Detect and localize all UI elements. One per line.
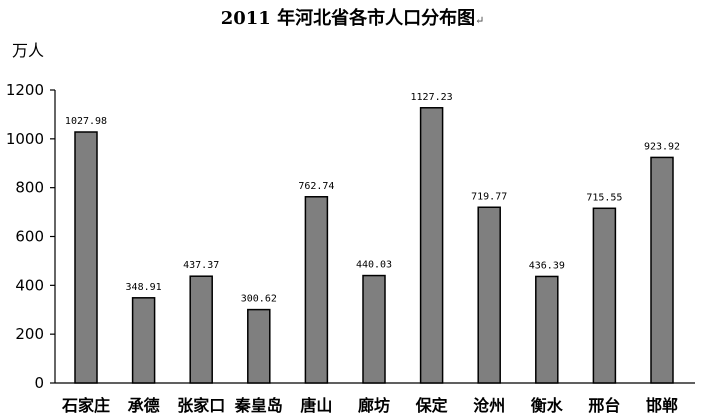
category-label: 保定 <box>415 396 448 415</box>
category-label: 石家庄 <box>61 396 110 415</box>
bar <box>74 131 98 384</box>
category-label: 秦皇岛 <box>234 396 283 415</box>
y-tick-label: 800 <box>15 179 44 197</box>
data-label: 440.03 <box>356 260 392 271</box>
y-tick-label: 1000 <box>6 130 44 148</box>
data-label: 1127.23 <box>411 92 453 103</box>
data-label: 348.91 <box>126 282 162 293</box>
bar <box>592 207 617 384</box>
category-label: 唐山 <box>300 396 332 415</box>
category-label: 廊坊 <box>358 396 390 415</box>
data-label: 719.77 <box>471 191 507 202</box>
chart-title-text: 2011 年河北省各市人口分布图 <box>220 8 476 29</box>
bar <box>650 156 674 384</box>
bar <box>189 275 213 384</box>
category-label: 邯郸 <box>646 396 678 415</box>
y-tick-label: 400 <box>15 276 44 294</box>
data-label: 715.55 <box>586 192 622 203</box>
category-label: 承德 <box>128 396 160 415</box>
data-label: 437.37 <box>183 260 219 271</box>
y-axis-label: 万人 <box>12 41 44 60</box>
title-paragraph-mark: ↵ <box>475 14 485 27</box>
labels: 1027.98 石家庄 348.91 承德 437.37 张家口 300.62 秦皇岛 762.… <box>61 92 680 415</box>
data-label: 436.39 <box>529 260 565 271</box>
category-label: 衡水 <box>531 396 564 415</box>
category-label: 邢台 <box>587 396 620 415</box>
category-label: 张家口 <box>177 396 225 415</box>
category-label: 沧州 <box>473 396 505 415</box>
bar <box>362 274 386 384</box>
bar <box>247 308 271 384</box>
bar <box>131 297 156 384</box>
y-tick-label: 0 <box>34 374 44 392</box>
data-label: 1027.98 <box>65 116 107 127</box>
y-tick-label: 600 <box>15 228 44 246</box>
bar <box>304 196 329 384</box>
data-label: 300.62 <box>241 294 277 305</box>
axes: 0 200 400 600 800 1000 1200 <box>6 81 695 392</box>
data-label: 923.92 <box>644 141 680 152</box>
bars <box>74 107 674 384</box>
chart-title: 2011 年河北省各市人口分布图↵ <box>0 4 705 30</box>
data-label: 762.74 <box>298 181 334 192</box>
bar <box>477 206 501 384</box>
y-tick-label: 1200 <box>6 81 44 99</box>
y-tick-label: 200 <box>15 325 44 343</box>
bar <box>535 275 559 384</box>
bar <box>419 107 444 384</box>
